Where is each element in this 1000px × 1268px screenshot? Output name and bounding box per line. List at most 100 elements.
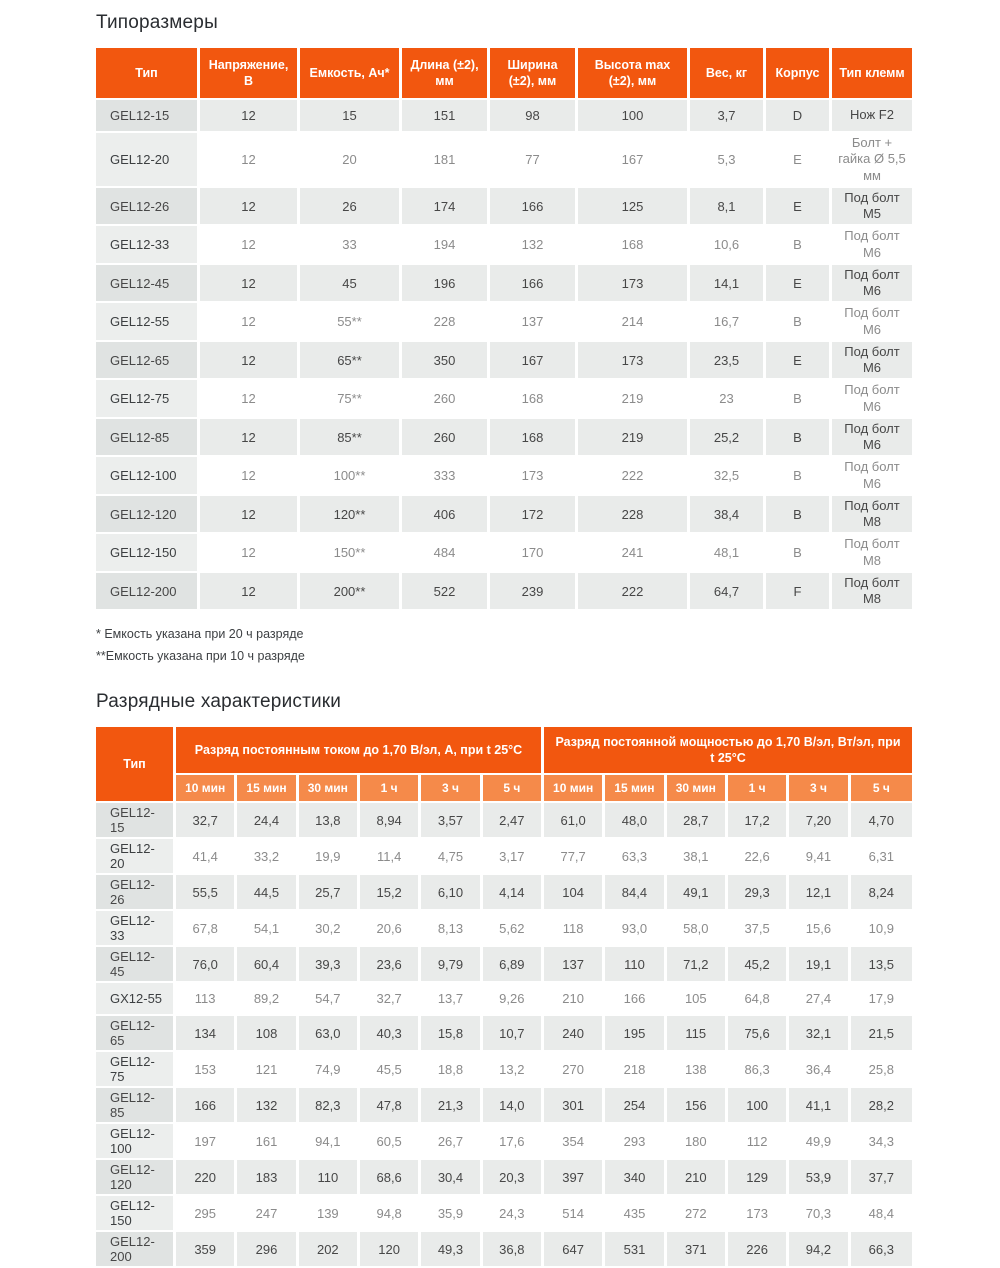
table-row: GEL12-75 12 75** 260 168 219 23 B Под болт М6 bbox=[96, 380, 912, 419]
current-value-cell: 166 bbox=[176, 1088, 238, 1125]
table-row: GEL12-85 12 85** 260 168 219 25,2 B Под болт М6 bbox=[96, 418, 912, 458]
power-value-cell: 180 bbox=[666, 1124, 728, 1161]
value-cell: 20 bbox=[300, 133, 402, 188]
current-value-cell: 13,8 bbox=[298, 803, 360, 840]
current-value-cell: 49,3 bbox=[421, 1232, 483, 1268]
current-value-cell: 13,7 bbox=[421, 983, 483, 1017]
value-cell: 16,7 bbox=[690, 303, 766, 342]
current-value-cell: 8,13 bbox=[421, 911, 483, 948]
battery-type-cell: GEL12-75 bbox=[96, 380, 200, 419]
current-value-cell: 4,14 bbox=[482, 875, 544, 912]
terminal-type-cell: Болт + гайка Ø 5,5 мм bbox=[832, 133, 912, 188]
power-value-cell: 10,9 bbox=[850, 911, 912, 948]
value-cell: 14,1 bbox=[690, 264, 766, 304]
power-value-cell: 531 bbox=[605, 1232, 667, 1268]
power-value-cell: 58,0 bbox=[666, 911, 728, 948]
value-cell: 12 bbox=[200, 380, 300, 419]
value-cell: 181 bbox=[402, 133, 490, 188]
table-row: GEL12-55 12 55** 228 137 214 16,7 B Под болт М6 bbox=[96, 303, 912, 342]
table-row: GEL12-33 67,8 54,1 30,2 20,6 8,13 5,62 118 93,0 5… bbox=[96, 911, 912, 948]
value-cell: 8,1 bbox=[690, 187, 766, 227]
current-value-cell: 36,8 bbox=[482, 1232, 544, 1268]
value-cell: 25,2 bbox=[690, 418, 766, 458]
time-header-g2-2: 30 мин bbox=[666, 775, 728, 804]
battery-type-cell: GEL12-26 bbox=[96, 187, 200, 227]
battery-type-cell: GX12-55 bbox=[96, 983, 176, 1017]
value-cell: B bbox=[766, 226, 832, 265]
battery-type-cell: GEL12-33 bbox=[96, 226, 200, 265]
power-value-cell: 34,3 bbox=[850, 1124, 912, 1161]
value-cell: 77 bbox=[490, 133, 578, 188]
current-value-cell: 6,89 bbox=[482, 947, 544, 984]
value-cell: 64,7 bbox=[690, 572, 766, 612]
current-value-cell: 67,8 bbox=[176, 911, 238, 948]
current-value-cell: 202 bbox=[298, 1232, 360, 1268]
power-value-cell: 45,2 bbox=[727, 947, 790, 984]
power-value-cell: 9,41 bbox=[789, 839, 851, 876]
current-value-cell: 35,9 bbox=[421, 1196, 483, 1233]
current-value-cell: 220 bbox=[176, 1160, 238, 1197]
value-cell: 12 bbox=[200, 303, 300, 342]
power-value-cell: 53,9 bbox=[789, 1160, 851, 1197]
value-cell: E bbox=[766, 133, 832, 188]
current-value-cell: 11,4 bbox=[359, 839, 422, 876]
value-cell: 173 bbox=[578, 264, 690, 304]
value-cell: 23,5 bbox=[690, 341, 766, 381]
power-value-cell: 514 bbox=[543, 1196, 606, 1233]
terminal-type-cell: Под болт М5 bbox=[832, 187, 912, 227]
current-value-cell: 18,8 bbox=[421, 1052, 483, 1089]
value-cell: E bbox=[766, 187, 832, 227]
power-value-cell: 93,0 bbox=[605, 911, 667, 948]
footnote-capacity-20h: * Емкость указана при 20 ч разряде bbox=[96, 627, 304, 642]
value-cell: 33 bbox=[300, 226, 402, 265]
power-value-cell: 112 bbox=[727, 1124, 790, 1161]
dimensions-column-header-0: Тип bbox=[96, 48, 200, 100]
power-value-cell: 32,1 bbox=[789, 1016, 851, 1053]
power-value-cell: 8,24 bbox=[850, 875, 912, 912]
power-value-cell: 41,1 bbox=[789, 1088, 851, 1125]
table-row: GEL12-120 12 120** 406 172 228 38,4 B Под болт М… bbox=[96, 495, 912, 535]
current-value-cell: 44,5 bbox=[237, 875, 299, 912]
table-row: GEL12-20 41,4 33,2 19,9 11,4 4,75 3,17 77,7 63,3… bbox=[96, 839, 912, 876]
value-cell: 48,1 bbox=[690, 534, 766, 573]
power-value-cell: 13,5 bbox=[850, 947, 912, 984]
power-value-cell: 254 bbox=[605, 1088, 667, 1125]
power-value-cell: 156 bbox=[666, 1088, 728, 1125]
current-value-cell: 4,75 bbox=[421, 839, 483, 876]
current-value-cell: 197 bbox=[176, 1124, 238, 1161]
battery-type-cell: GEL12-55 bbox=[96, 303, 200, 342]
terminal-type-cell: Под болт М6 bbox=[832, 457, 912, 496]
dimensions-column-header-8: Тип клемм bbox=[832, 48, 912, 100]
current-value-cell: 68,6 bbox=[359, 1160, 422, 1197]
value-cell: B bbox=[766, 495, 832, 535]
power-value-cell: 4,70 bbox=[850, 803, 912, 840]
time-header-g1-3: 1 ч bbox=[359, 775, 422, 804]
battery-type-cell: GEL12-100 bbox=[96, 1124, 176, 1161]
battery-type-cell: GEL12-15 bbox=[96, 803, 176, 840]
value-cell: 167 bbox=[490, 341, 578, 381]
battery-type-cell: GEL12-85 bbox=[96, 1088, 176, 1125]
value-cell: 173 bbox=[578, 341, 690, 381]
current-value-cell: 60,5 bbox=[359, 1124, 422, 1161]
current-value-cell: 41,4 bbox=[176, 839, 238, 876]
power-value-cell: 28,7 bbox=[666, 803, 728, 840]
power-value-cell: 173 bbox=[727, 1196, 790, 1233]
discharge-table-body: GEL12-15 32,7 24,4 13,8 8,94 3,57 2,47 61,0 48,0… bbox=[96, 803, 912, 1268]
value-cell: 170 bbox=[490, 534, 578, 573]
value-cell: E bbox=[766, 341, 832, 381]
value-cell: 12 bbox=[200, 418, 300, 458]
current-value-cell: 32,7 bbox=[176, 803, 238, 840]
power-value-cell: 48,4 bbox=[850, 1196, 912, 1233]
value-cell: 125 bbox=[578, 187, 690, 227]
power-value-cell: 19,1 bbox=[789, 947, 851, 984]
value-cell: 100** bbox=[300, 457, 402, 496]
battery-type-cell: GEL12-75 bbox=[96, 1052, 176, 1089]
value-cell: 23 bbox=[690, 380, 766, 419]
time-header-g1-4: 3 ч bbox=[421, 775, 483, 804]
value-cell: 75** bbox=[300, 380, 402, 419]
value-cell: 484 bbox=[402, 534, 490, 573]
current-value-cell: 113 bbox=[176, 983, 238, 1017]
current-value-cell: 3,17 bbox=[482, 839, 544, 876]
value-cell: 173 bbox=[490, 457, 578, 496]
power-value-cell: 210 bbox=[666, 1160, 728, 1197]
